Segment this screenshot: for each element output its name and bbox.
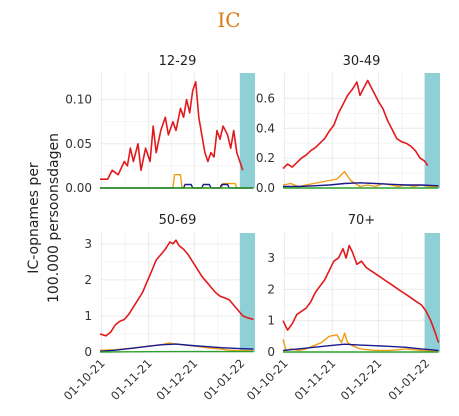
panel-title: 30-49 — [343, 54, 381, 69]
series-line-red — [282, 79, 429, 170]
y-tick-label: 0.00 — [65, 181, 92, 195]
series-line-red — [282, 244, 440, 343]
y-tick-label: 2 — [84, 273, 92, 287]
panel-70+: 0 1 2 3 70+ — [267, 213, 440, 359]
series-line-blue — [283, 182, 439, 188]
chart-title: IC — [217, 8, 240, 32]
series-line-blue — [282, 343, 439, 352]
x-tick-label: 01-12-21 — [154, 356, 201, 403]
y-tick-label: 0 — [84, 345, 92, 359]
y-tick-label: 0.6 — [256, 91, 275, 105]
highlight-band — [239, 233, 255, 352]
y-tick-label: 0.0 — [256, 181, 275, 195]
x-tick-label: 01-01-22 — [385, 356, 432, 403]
x-tick-label: 01-10-21 — [244, 356, 291, 403]
y-tick-label: 0.2 — [256, 151, 275, 165]
x-tick-label: 01-11-21 — [292, 356, 339, 403]
y-axis-label-line2: 100.000 persoonsdagen — [46, 133, 62, 303]
y-tick-label: 0 — [267, 345, 275, 359]
y-tick-label: 1 — [267, 314, 275, 328]
x-tick-label: 01-01-22 — [201, 356, 248, 403]
series-line-orange — [282, 332, 439, 353]
series-line-orange — [100, 174, 254, 189]
x-tick-label: 01-12-21 — [338, 356, 385, 403]
x-tick-label: 01-11-21 — [108, 356, 155, 403]
y-axis-label-line1: IC-opnames per — [26, 162, 42, 274]
y-tick-label: 0.10 — [65, 93, 92, 107]
highlight-band — [424, 233, 440, 352]
panel-12-29: 0.00 0.05 0.10 12-29 — [65, 54, 255, 195]
y-tick-label: 0.05 — [65, 137, 92, 151]
x-tick-label: 01-10-21 — [61, 356, 108, 403]
series-line-red — [100, 81, 244, 180]
highlight-band — [424, 73, 440, 188]
panel-title: 12-29 — [159, 54, 197, 69]
y-tick-label: 0.4 — [256, 121, 275, 135]
panel-title: 70+ — [348, 213, 375, 228]
y-tick-label: 1 — [84, 309, 92, 323]
series-line-red — [99, 239, 254, 337]
panels-group: 0.00 0.05 0.10 12-29 0.0 0.2 0.4 0.6 30-49 0 1 2 3 50… — [65, 54, 440, 359]
series-line-blue — [100, 183, 254, 189]
series-line-blue — [99, 343, 254, 352]
series-line-orange — [282, 170, 439, 188]
panel-50-69: 0 1 2 3 50-69 — [84, 213, 255, 359]
y-tick-label: 2 — [267, 282, 275, 296]
y-tick-label: 3 — [84, 237, 92, 251]
highlight-band — [239, 73, 255, 188]
y-tick-label: 3 — [267, 251, 275, 265]
panel-30-49: 0.0 0.2 0.4 0.6 30-49 — [256, 54, 440, 195]
panel-title: 50-69 — [159, 213, 197, 228]
